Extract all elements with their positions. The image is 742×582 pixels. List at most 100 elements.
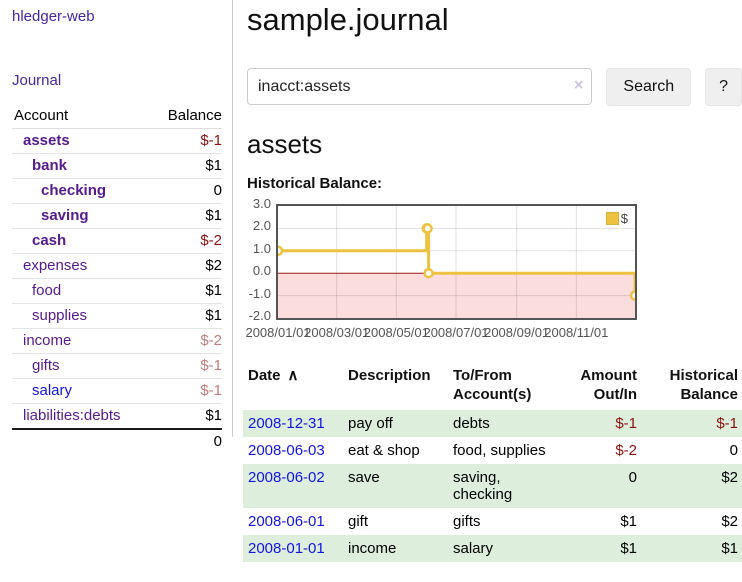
search-form: × Search ? (247, 68, 742, 106)
amount-cell: 0 (563, 464, 641, 508)
description-cell: save (343, 464, 448, 508)
register-header-date: Date ∧ (248, 367, 299, 384)
account-row: cash $-2 (12, 228, 222, 254)
sidebar-item-journal[interactable]: Journal (12, 72, 62, 89)
account-link-bank[interactable]: bank (32, 157, 68, 174)
account-link-checking[interactable]: checking (41, 182, 107, 199)
account-row: checking 0 (12, 178, 222, 204)
account-balance: 0 (150, 178, 222, 204)
sidebar: hledger-web Journal Account Balance asse… (0, 0, 233, 454)
balance-cell: $1 (641, 535, 742, 562)
register-header-accounts: To/From Account(s) (453, 367, 532, 403)
register-row: 2008-12-31 pay off debts $-1 $-1 (243, 410, 742, 437)
account-row: income $-2 (12, 328, 222, 354)
account-link-food[interactable]: food (32, 282, 62, 299)
x-axis-tick-label: 2008/03/01 (304, 325, 370, 340)
x-axis-tick-label: 2008/01/01 (245, 325, 311, 340)
y-axis-tick-label: 1.0 (252, 240, 271, 256)
account-link-expenses[interactable]: expenses (23, 257, 88, 274)
data-point-marker[interactable] (423, 267, 434, 279)
data-point-marker[interactable] (422, 223, 433, 234)
transaction-date-link[interactable]: 2008-01-01 (248, 540, 325, 557)
register-row: 2008-06-01 gift gifts $1 $2 (243, 508, 742, 535)
page-title: sample.journal (247, 2, 449, 37)
chart-title: Historical Balance: (247, 175, 383, 192)
date-cell: 2008-01-01 (243, 535, 343, 562)
date-cell: 2008-06-01 (243, 508, 343, 535)
account-link-supplies[interactable]: supplies (32, 307, 88, 324)
account-link-cash[interactable]: cash (32, 232, 67, 249)
account-link-liabilities:debts[interactable]: liabilities:debts (23, 407, 121, 424)
account-balance: $1 (150, 403, 222, 430)
accounts-cell: gifts (453, 513, 481, 530)
y-axis-tick-label: 3.0 (252, 196, 271, 211)
account-balance: $1 (150, 278, 222, 304)
account-row: liabilities:debts $1 (12, 403, 222, 430)
accounts-header-balance: Balance (150, 104, 222, 129)
account-row: expenses $2 (12, 253, 222, 279)
amount-cell: $1 (620, 513, 637, 530)
chart-canvas[interactable] (278, 206, 635, 318)
account-link-income[interactable]: income (23, 332, 72, 349)
account-balance: $-1 (150, 353, 222, 379)
date-cell: 2008-06-02 (243, 464, 343, 508)
transaction-date-link[interactable]: 2008-06-01 (248, 513, 325, 530)
description-cell: eat & shop (348, 442, 420, 459)
register-row: 2008-06-03 eat & shop food, supplies $-2 0 (243, 437, 742, 464)
description-cell: gift (348, 513, 369, 530)
account-link-saving[interactable]: saving (41, 207, 89, 224)
y-axis-tick-label: 0.0 (252, 263, 271, 279)
x-axis-tick-label: 2008/07/01 (423, 325, 489, 340)
y-axis-tick-label: 2.0 (252, 218, 271, 234)
register-header-description: Description (348, 367, 431, 384)
y-axis-tick-label: -2.0 (248, 308, 271, 323)
account-balance: $1 (150, 203, 222, 229)
date-cell: 2008-06-03 (243, 437, 343, 464)
help-button[interactable]: ? (705, 68, 742, 106)
account-link-gifts[interactable]: gifts (32, 357, 60, 374)
account-row: assets $-1 (12, 128, 222, 154)
legend-swatch (605, 212, 619, 225)
accounts-cell: saving, checking (448, 464, 563, 508)
chart-plot[interactable]: $ (276, 204, 637, 320)
balance-cell: $2 (641, 464, 742, 508)
data-point-marker[interactable] (278, 245, 284, 257)
balance-cell: 0 (729, 442, 738, 459)
register-header-amount: Amount Out/In (580, 367, 637, 403)
accounts-total: 0 (150, 428, 222, 454)
balance-cell: $-1 (641, 410, 742, 437)
register-row: 2008-01-01 income salary $1 $1 (243, 535, 742, 562)
historical-balance-chart: $ 3.0 2.0 1.0 0.0 -1.0 -2.0 2008/01/01 2008/03/… (243, 197, 742, 343)
register-row: 2008-06-02 save saving, checking 0 $2 (243, 464, 742, 508)
account-balance: $-1 (150, 128, 222, 154)
account-row: food $1 (12, 278, 222, 304)
date-cell: 2008-12-31 (243, 410, 343, 437)
y-axis-tick-label: -1.0 (248, 285, 271, 301)
transaction-date-link[interactable]: 2008-06-03 (248, 442, 325, 459)
app-title-link[interactable]: hledger-web (12, 8, 95, 25)
account-balance: $-1 (150, 378, 222, 404)
amount-cell: $-2 (615, 442, 637, 459)
transaction-date-link[interactable]: 2008-06-02 (248, 469, 325, 486)
sort-ascending-icon[interactable]: ∧ (287, 367, 299, 384)
clear-search-icon[interactable]: × (574, 77, 584, 94)
account-row: gifts $-1 (12, 353, 222, 379)
account-link-salary[interactable]: salary (32, 382, 73, 399)
account-link-assets[interactable]: assets (23, 132, 70, 149)
account-balance: $2 (150, 253, 222, 279)
transaction-date-link[interactable]: 2008-12-31 (248, 415, 325, 432)
x-axis-tick-label: 2008/05/01 (363, 325, 429, 340)
main-content: sample.journal × Search ? assets Histori… (243, 0, 742, 582)
accounts-table: Account Balance assets $-1 bank $1 checking 0… (12, 104, 222, 454)
account-page-title: assets (247, 129, 323, 159)
account-row: supplies $1 (12, 303, 222, 329)
account-balance: $1 (150, 303, 222, 329)
data-point-marker[interactable] (629, 290, 635, 301)
x-axis-tick-label: 2008/11/01 (544, 325, 609, 340)
account-row: salary $-1 (12, 378, 222, 404)
accounts-cell: salary (448, 535, 563, 562)
accounts-cell: debts (448, 410, 563, 437)
search-input[interactable] (247, 68, 593, 105)
legend-label: $ (620, 211, 628, 226)
search-button[interactable]: Search (606, 68, 692, 106)
